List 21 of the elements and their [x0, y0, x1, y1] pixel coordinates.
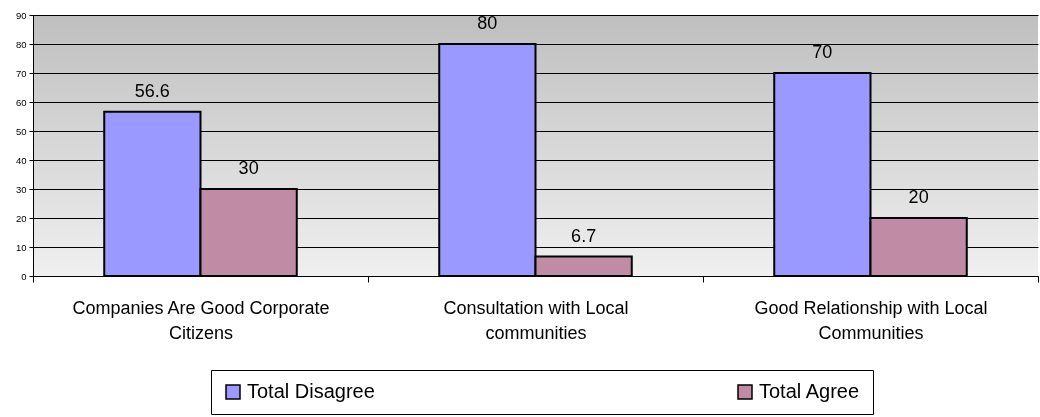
- x-tick-label: Good Relationship with Local Communities: [754, 297, 988, 343]
- y-tick-label: 80: [15, 38, 27, 50]
- data-label: 56.6: [134, 80, 170, 101]
- y-tick-label: 20: [15, 212, 27, 224]
- data-label: 30: [238, 158, 259, 178]
- y-tick-label: 0: [21, 270, 27, 282]
- y-tick-label: 50: [15, 125, 27, 137]
- y-tick-label: 90: [15, 9, 27, 21]
- y-tick-label: 60: [15, 96, 27, 108]
- y-tick-label: 70: [15, 67, 27, 79]
- legend-label: Total Disagree: [247, 380, 375, 402]
- data-label: 6.7: [571, 225, 597, 246]
- legend-label: Total Agree: [759, 380, 860, 402]
- data-label: 20: [908, 187, 929, 207]
- y-tick-label: 40: [15, 154, 27, 166]
- data-label: 70: [812, 42, 833, 62]
- y-tick-label: 30: [15, 183, 27, 195]
- data-label: 80: [477, 13, 498, 33]
- x-tick-label: Companies Are Good Corporate Citizens: [72, 297, 330, 343]
- x-tick-label: Consultation with Local communities: [443, 297, 629, 343]
- y-tick-label: 10: [15, 241, 27, 253]
